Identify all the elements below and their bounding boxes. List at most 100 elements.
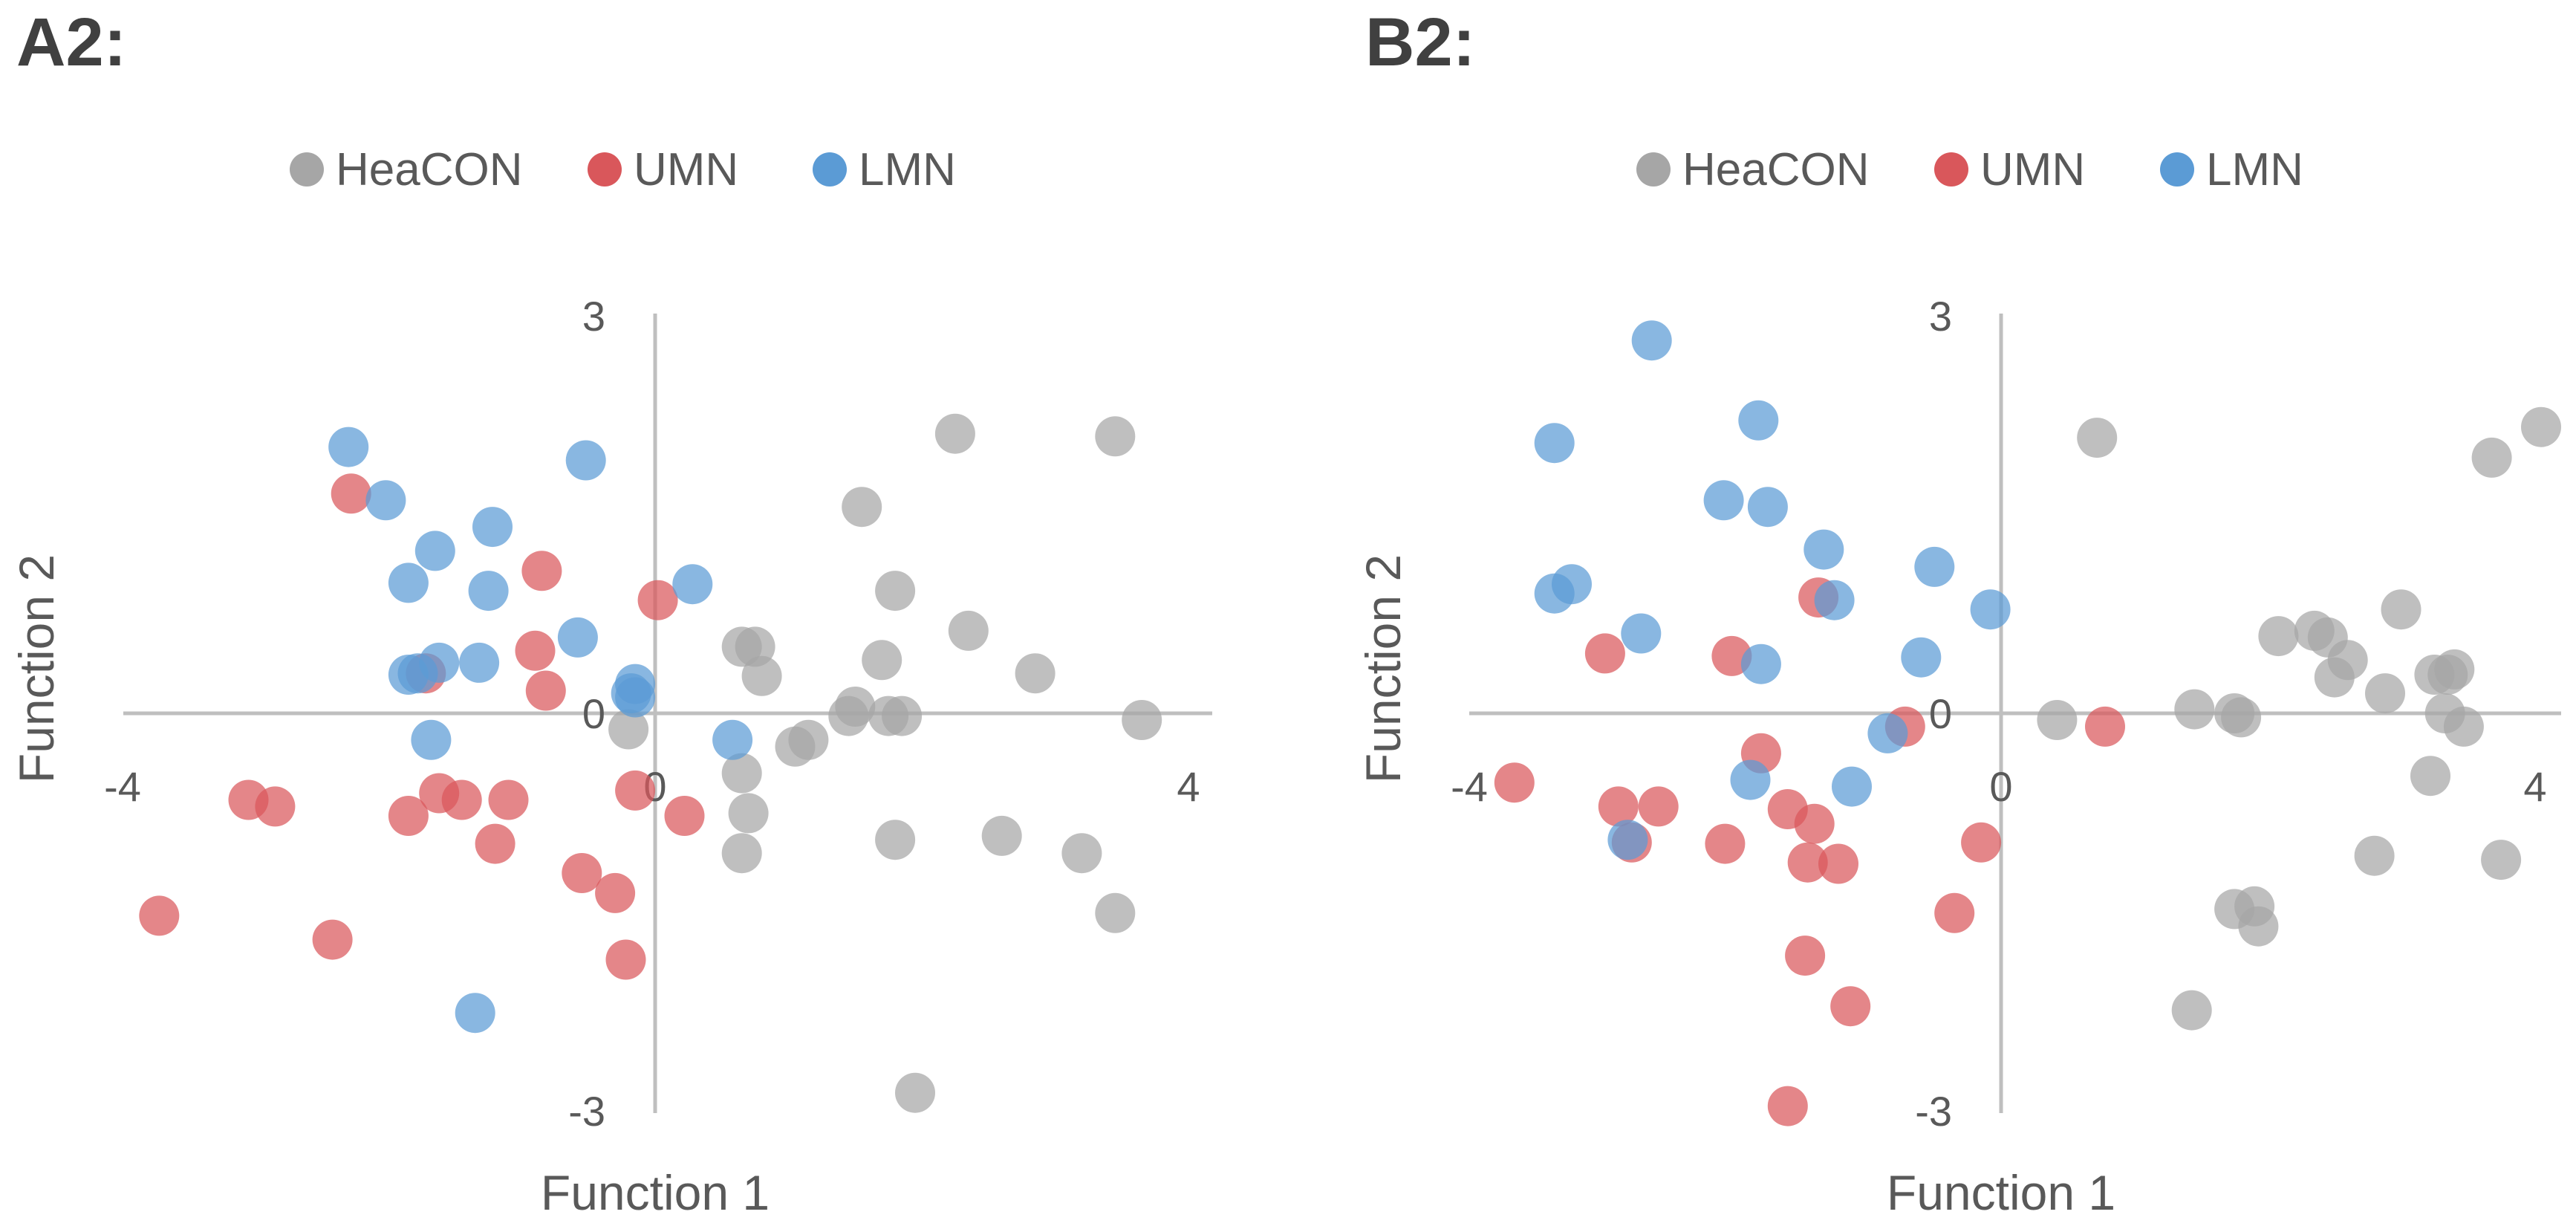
point-heacon (2481, 840, 2522, 881)
point-heacon (775, 726, 816, 767)
point-heacon (1061, 833, 1102, 874)
point-heacon (2221, 697, 2262, 738)
point-umn (1934, 892, 1975, 933)
point-heacon (2258, 616, 2299, 657)
point-umn (441, 779, 482, 820)
point-heacon (2037, 700, 2078, 740)
point-lmn (1914, 546, 1955, 587)
point-umn (488, 779, 529, 820)
legend-label-umn: UMN (1980, 144, 2085, 195)
point-lmn (1631, 320, 1672, 361)
point-umn (1705, 823, 1746, 864)
y-tick-label: 3 (1929, 293, 1952, 340)
legend-marker-lmn (2160, 152, 2194, 187)
point-umn (664, 796, 705, 836)
point-umn (1598, 786, 1639, 827)
point-umn (388, 796, 429, 836)
point-heacon (2434, 649, 2475, 690)
point-heacon (2171, 990, 2212, 1031)
point-umn (1785, 935, 1826, 976)
point-heacon (862, 640, 902, 681)
y-tick-label: -3 (568, 1088, 605, 1135)
point-heacon (2471, 437, 2512, 478)
point-umn (1638, 786, 1679, 827)
panel-a2: A2: HeaCON UMN LMN -4 0 4 3 0 -3 Functio… (9, 4, 1212, 1220)
point-heacon (895, 1072, 935, 1113)
point-lmn (615, 677, 656, 718)
x-tick-label: 4 (1177, 763, 1200, 810)
legend-label-umn: UMN (634, 144, 738, 195)
point-lmn (328, 427, 369, 467)
panel-label: B2: (1365, 4, 1475, 80)
legend-marker-lmn (813, 152, 847, 187)
x-axis-title: Function 1 (541, 1165, 770, 1220)
point-lmn (557, 617, 598, 658)
point-lmn (1730, 759, 1771, 800)
point-lmn (397, 653, 438, 694)
point-lmn (472, 507, 513, 548)
point-lmn (1901, 637, 1942, 678)
x-tick-label: -4 (1451, 763, 1488, 810)
y-axis-title: Function 2 (1356, 554, 1411, 783)
point-heacon (2410, 756, 2450, 797)
panel-label: A2: (16, 4, 126, 80)
point-umn (515, 630, 556, 671)
point-umn (312, 919, 353, 960)
point-heacon (728, 793, 769, 834)
point-umn (605, 939, 646, 980)
point-lmn (1970, 589, 2011, 630)
point-umn (1787, 842, 1828, 883)
point-lmn (1621, 613, 1662, 654)
legend: HeaCON UMN LMN (290, 144, 956, 195)
legend-label-lmn: LMN (859, 144, 956, 195)
point-heacon (1015, 653, 1056, 694)
point-heacon (741, 655, 782, 696)
point-umn (637, 580, 678, 620)
point-lmn (455, 993, 495, 1034)
point-lmn (712, 719, 753, 760)
point-heacon (2077, 418, 2118, 458)
point-heacon (875, 571, 916, 612)
point-lmn (1703, 480, 1744, 521)
point-heacon (875, 820, 916, 860)
legend-label-lmn: LMN (2206, 144, 2303, 195)
point-umn (139, 895, 180, 936)
point-heacon (948, 610, 989, 651)
point-lmn (1534, 423, 1575, 464)
y-tick-label: 3 (582, 293, 605, 340)
point-heacon (2314, 657, 2355, 698)
point-heacon (2354, 835, 2395, 876)
point-umn (1584, 633, 1625, 674)
point-umn (475, 823, 515, 864)
x-tick-label: 0 (1989, 763, 2012, 810)
panel-b2: B2: HeaCON UMN LMN -4 0 4 3 0 -3 Functio… (1356, 4, 2561, 1220)
legend-marker-heacon (290, 152, 324, 187)
point-lmn (1803, 529, 1844, 570)
point-umn (2085, 706, 2125, 747)
point-heacon (2521, 406, 2561, 447)
point-umn (525, 670, 566, 711)
point-lmn (1814, 580, 1855, 620)
point-lmn (1607, 820, 1648, 860)
point-heacon (2174, 689, 2215, 730)
point-heacon (721, 753, 762, 794)
point-umn (521, 551, 562, 591)
legend-label-heacon: HeaCON (336, 144, 523, 195)
point-heacon (842, 487, 882, 528)
data-points (139, 413, 1162, 1113)
point-lmn (1832, 766, 1872, 807)
point-heacon (934, 413, 975, 454)
point-lmn (672, 564, 713, 605)
point-heacon (721, 833, 762, 874)
point-lmn (565, 440, 606, 481)
point-heacon (1095, 892, 1136, 933)
point-umn (1494, 762, 1535, 803)
point-lmn (388, 562, 429, 603)
y-tick-label: -3 (1915, 1088, 1952, 1135)
legend-label-heacon: HeaCON (1682, 144, 1870, 195)
point-umn (331, 473, 371, 514)
point-heacon (2381, 589, 2421, 630)
point-umn (595, 872, 636, 913)
legend: HeaCON UMN LMN (1636, 144, 2303, 195)
